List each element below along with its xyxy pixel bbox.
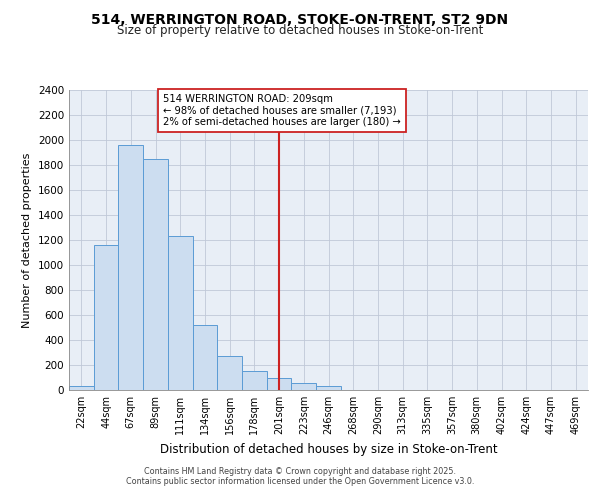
Bar xyxy=(217,356,242,390)
Bar xyxy=(168,236,193,390)
Text: 514 WERRINGTON ROAD: 209sqm
← 98% of detached houses are smaller (7,193)
2% of s: 514 WERRINGTON ROAD: 209sqm ← 98% of det… xyxy=(163,94,401,127)
X-axis label: Distribution of detached houses by size in Stoke-on-Trent: Distribution of detached houses by size … xyxy=(160,442,497,456)
Bar xyxy=(94,245,118,390)
Bar xyxy=(118,145,143,390)
Bar xyxy=(267,378,292,390)
Bar xyxy=(316,386,341,390)
Bar xyxy=(193,325,217,390)
Text: 514, WERRINGTON ROAD, STOKE-ON-TRENT, ST2 9DN: 514, WERRINGTON ROAD, STOKE-ON-TRENT, ST… xyxy=(91,12,509,26)
Bar xyxy=(143,159,168,390)
Bar xyxy=(292,383,316,390)
Bar xyxy=(69,386,94,390)
Text: Size of property relative to detached houses in Stoke-on-Trent: Size of property relative to detached ho… xyxy=(117,24,483,37)
Bar xyxy=(242,370,267,390)
Text: Contains public sector information licensed under the Open Government Licence v3: Contains public sector information licen… xyxy=(126,477,474,486)
Text: Contains HM Land Registry data © Crown copyright and database right 2025.: Contains HM Land Registry data © Crown c… xyxy=(144,467,456,476)
Y-axis label: Number of detached properties: Number of detached properties xyxy=(22,152,32,328)
